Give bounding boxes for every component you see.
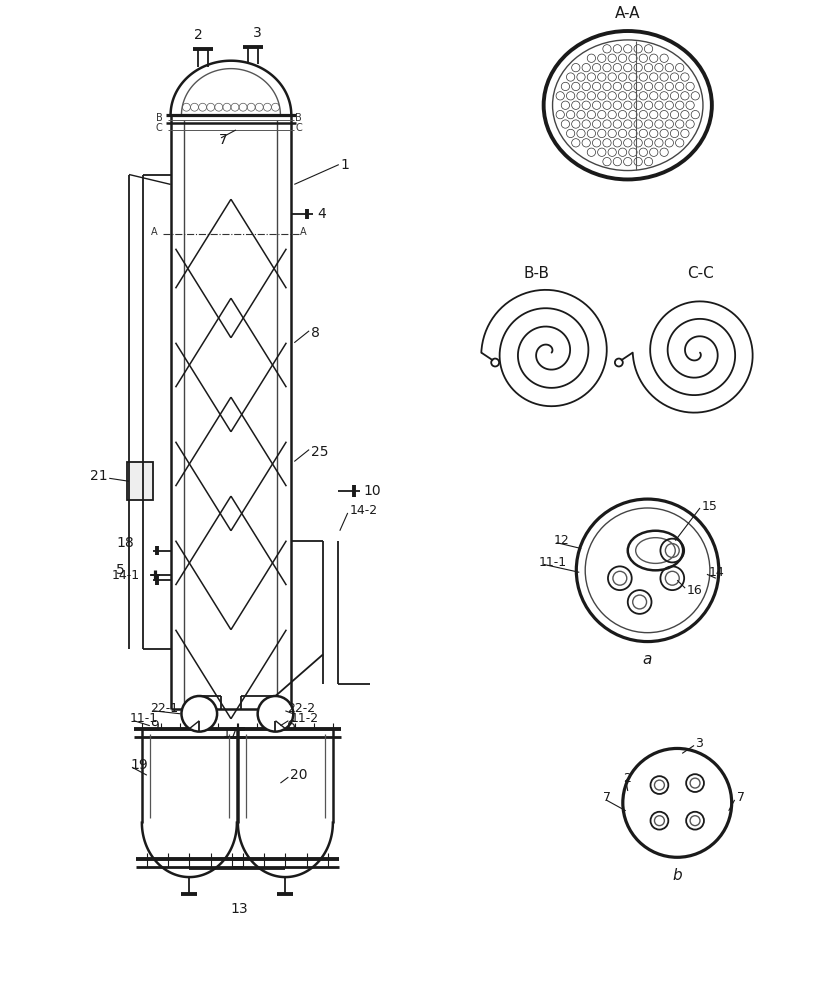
Text: 2: 2 [194,28,203,42]
Text: C-C: C-C [687,266,714,281]
Text: 9: 9 [150,719,159,733]
Text: 21: 21 [90,469,107,483]
Text: 13: 13 [230,902,248,916]
Text: a: a [643,652,652,667]
Text: 14-2: 14-2 [350,504,378,517]
Text: 8: 8 [311,326,320,340]
Text: 15: 15 [702,500,718,513]
Text: 19: 19 [130,758,148,772]
Text: B: B [295,113,302,123]
Text: 5: 5 [116,563,125,577]
Text: 10: 10 [363,484,381,498]
Text: 7: 7 [219,133,228,147]
Text: 14-1: 14-1 [111,569,140,582]
Polygon shape [189,703,210,723]
Text: 11-2: 11-2 [290,712,318,725]
Text: 3: 3 [695,737,703,750]
Text: C: C [156,123,163,133]
Text: 4: 4 [317,207,326,221]
Text: 3: 3 [253,26,262,40]
Text: 20: 20 [290,768,307,782]
Text: 7: 7 [736,791,745,804]
Text: A-A: A-A [615,6,641,21]
Text: A: A [300,227,307,237]
Text: 16: 16 [687,584,703,597]
Text: 7: 7 [603,791,611,804]
Text: B: B [156,113,163,123]
Text: 17: 17 [223,727,238,740]
Text: C: C [295,123,302,133]
Text: b: b [672,868,682,883]
Polygon shape [264,703,287,723]
Text: B-B: B-B [524,266,550,281]
Text: 11-1: 11-1 [538,556,567,569]
Text: 6: 6 [288,719,296,733]
Text: 1: 1 [341,158,350,172]
Text: 22-2: 22-2 [288,702,316,715]
Text: 14: 14 [709,566,725,579]
Text: 2: 2 [622,772,631,785]
Text: 25: 25 [311,445,328,459]
Text: A: A [151,227,158,237]
Text: 11-1: 11-1 [130,712,158,725]
Text: 22-1: 22-1 [150,702,178,715]
Circle shape [258,696,293,732]
Text: 12: 12 [553,534,569,547]
Text: 18: 18 [116,536,134,550]
Bar [127,462,153,500]
Circle shape [181,696,217,732]
